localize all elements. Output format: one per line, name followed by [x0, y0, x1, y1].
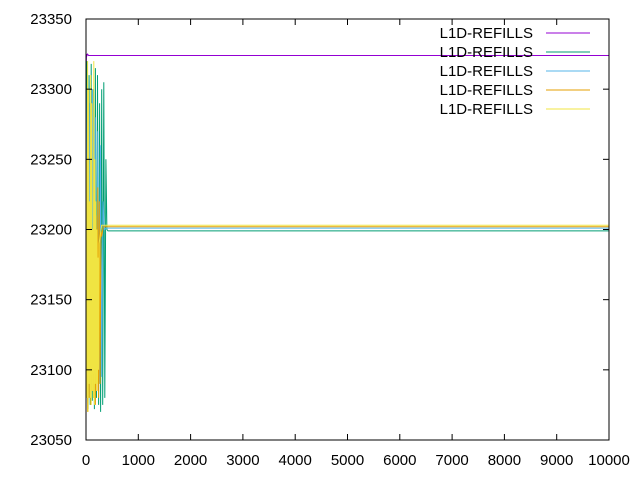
x-tick-label: 1000: [122, 452, 155, 469]
y-tick-label: 23150: [30, 292, 72, 309]
x-tick-label: 0: [82, 452, 90, 469]
legend-label: L1D-REFILLS: [440, 25, 533, 42]
legend: L1D-REFILLS L1D-REFILLS L1D-REFILLS L1D-REF…: [440, 25, 590, 118]
y-tick-label: 23300: [30, 81, 72, 98]
x-tick-label: 4000: [279, 452, 312, 469]
y-tick-label: 23250: [30, 151, 72, 168]
y-tick-label: 23200: [30, 222, 72, 239]
legend-label: L1D-REFILLS: [440, 82, 533, 99]
series-line-3: [85, 89, 609, 391]
x-tick-label: 6000: [383, 452, 416, 469]
x-tick-label: 9000: [540, 452, 573, 469]
y-tick-label: 23100: [30, 362, 72, 379]
series-line-1: [85, 53, 609, 76]
x-tick-label: 10000: [588, 452, 630, 469]
x-tick-label: 2000: [174, 452, 207, 469]
legend-label: L1D-REFILLS: [440, 63, 533, 80]
y-tick-label: 23350: [30, 11, 72, 28]
legend-label: L1D-REFILLS: [440, 44, 533, 61]
axis-layer: 0 1000 2000 3000 4000 5000 6000 7000 8000 9000 100…: [30, 11, 630, 469]
x-tick-label: 3000: [226, 452, 259, 469]
legend-label: L1D-REFILLS: [440, 101, 533, 118]
x-tick-label: 5000: [331, 452, 364, 469]
y-tick-label: 23050: [30, 432, 72, 449]
x-tick-label: 7000: [435, 452, 468, 469]
series-line-4: [85, 159, 609, 412]
x-tick-label: 8000: [488, 452, 521, 469]
